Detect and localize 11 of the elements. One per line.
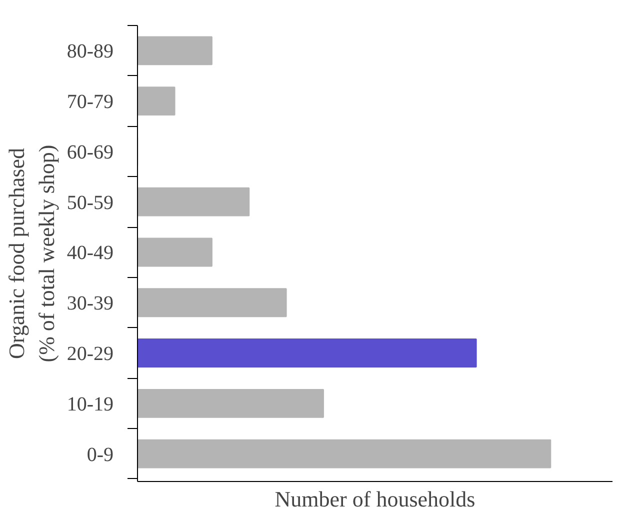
y-tick-label: 10-19 <box>66 393 114 416</box>
y-tick-label: 80-89 <box>66 40 114 63</box>
y-tick-label: 50-59 <box>66 192 114 214</box>
y-tick-label: 20-29 <box>66 343 114 366</box>
y-tick-label: 40-49 <box>66 242 114 264</box>
x-axis-title: Number of households <box>274 486 476 512</box>
y-tick-label: 30-39 <box>66 292 114 315</box>
y-axis-title: Organic food purchased (% of total weekly shop) <box>4 144 59 362</box>
y-tick-label: 70-79 <box>66 91 114 114</box>
y-tick-label: 0-9 <box>86 444 114 466</box>
y-tick-label: 60-69 <box>66 141 114 164</box>
